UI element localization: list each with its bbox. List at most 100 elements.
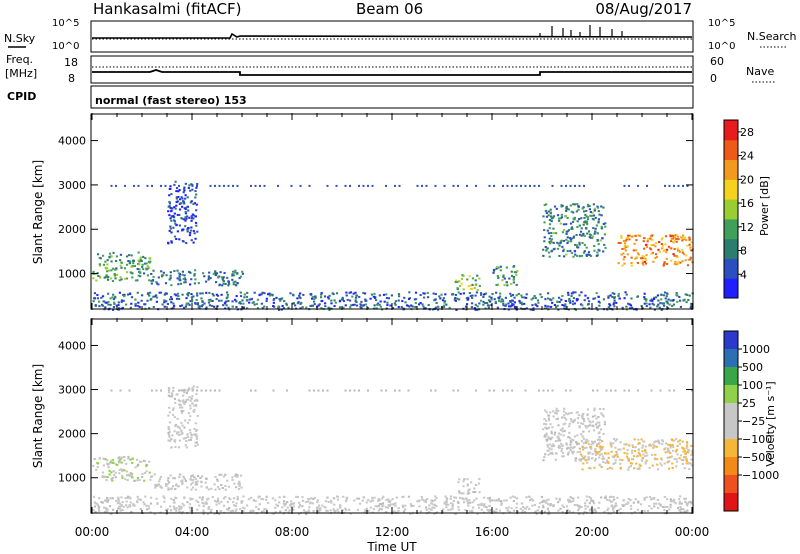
- power-cell: [471, 294, 474, 297]
- power-cell: [320, 307, 323, 310]
- velocity-cell: [544, 434, 547, 437]
- power-cell: [580, 217, 583, 220]
- velocity-cell: [625, 443, 628, 446]
- velocity-cell: [578, 506, 581, 509]
- nave-tick-low: 0: [710, 72, 717, 85]
- velocity-cell: [512, 509, 516, 512]
- power-cell: [177, 295, 180, 298]
- power-cell: [656, 294, 660, 297]
- power-cell: [689, 256, 692, 259]
- velocity-cell: [193, 408, 196, 411]
- velocity-cell: [264, 511, 267, 514]
- velocity-cell: [191, 481, 194, 484]
- velocity-cell: [402, 506, 405, 509]
- velocity-cell: [217, 486, 220, 489]
- power-cell: [197, 282, 200, 285]
- power-cell: [128, 292, 132, 295]
- power-cell: [644, 299, 648, 302]
- velocity-cell: [249, 496, 253, 499]
- velocity-cell: [627, 458, 630, 461]
- velocity-cell: [202, 509, 205, 512]
- power-cell: [226, 296, 229, 299]
- velocity-cell: [495, 510, 498, 513]
- velocity-cell: [592, 442, 595, 445]
- velocity-cell: [362, 496, 365, 499]
- power-cell: [335, 292, 339, 295]
- velocity-cell: [533, 503, 537, 506]
- velocity-cell: [224, 473, 227, 476]
- power-cell: [285, 303, 288, 306]
- power-cell: [558, 244, 561, 247]
- velocity-cell: [298, 503, 302, 506]
- power-cell: [136, 268, 139, 271]
- velocity-cell: [642, 453, 645, 456]
- power-cell: [585, 246, 588, 249]
- power-cell: [543, 240, 546, 243]
- power-cell: [152, 269, 155, 272]
- power-cell: [169, 225, 172, 228]
- power-cell: [465, 305, 468, 308]
- power-cell: [115, 184, 117, 187]
- power-cell: [142, 268, 145, 271]
- velocity-cell: [612, 442, 615, 445]
- velocity-cell: [171, 477, 175, 480]
- power-cell: [598, 249, 601, 252]
- velocity-cell: [671, 444, 674, 447]
- power-cell: [155, 300, 159, 303]
- velocity-cell: [237, 482, 240, 485]
- power-cell: [546, 247, 549, 250]
- velocity-cell: [608, 499, 611, 502]
- velocity-cell: [282, 502, 286, 505]
- power-cell: [181, 205, 184, 208]
- power-cell: [529, 184, 531, 187]
- power-cell: [222, 276, 225, 279]
- power-cell: [602, 223, 605, 226]
- power-cell: [471, 277, 475, 280]
- power-cell: [181, 197, 184, 200]
- power-cell: [136, 291, 139, 294]
- velocity-cell: [659, 504, 662, 507]
- velocity-cell: [683, 497, 686, 500]
- power-cell: [558, 300, 561, 303]
- velocity-cell: [421, 498, 424, 501]
- power-cell: [372, 295, 375, 298]
- velocity-cell: [571, 452, 574, 455]
- velocity-cell: [545, 501, 548, 504]
- velocity-cell: [130, 510, 133, 513]
- velocity-cell: [184, 419, 187, 422]
- velocity-cell: [154, 486, 157, 489]
- power-cell: [625, 239, 628, 242]
- power-cell: [487, 299, 491, 302]
- power-cell: [139, 271, 142, 274]
- power-cell: [602, 298, 606, 301]
- velocity-cell: [595, 445, 599, 448]
- velocity-cell: [666, 447, 670, 450]
- velocity-cell: [118, 459, 121, 462]
- power-cell: [650, 298, 653, 301]
- velocity-colorbar-segment: [724, 385, 738, 404]
- power-cell: [233, 298, 237, 301]
- noise-sky-trace: [92, 32, 693, 39]
- velocity-cell: [557, 409, 560, 412]
- power-cell: [545, 248, 548, 251]
- power-cell: [114, 295, 117, 298]
- power-cell: [362, 184, 365, 187]
- power-cell: [632, 249, 635, 252]
- power-cell: [630, 264, 633, 267]
- power-cell: [467, 296, 470, 299]
- velocity-cell: [462, 478, 466, 481]
- velocity-cell: [173, 397, 177, 400]
- velocity-cell: [460, 492, 463, 495]
- power-cell: [623, 184, 626, 187]
- power-cell: [550, 231, 553, 234]
- velocity-cell: [593, 440, 596, 443]
- power-cell: [117, 308, 120, 311]
- power-cell: [625, 293, 628, 296]
- power-cell: [127, 254, 131, 257]
- velocity-cell: [644, 448, 647, 451]
- power-cell: [253, 303, 256, 306]
- power-cell: [624, 249, 627, 252]
- power-cell: [575, 244, 579, 247]
- power-cell: [571, 303, 575, 306]
- power-cell: [666, 302, 669, 305]
